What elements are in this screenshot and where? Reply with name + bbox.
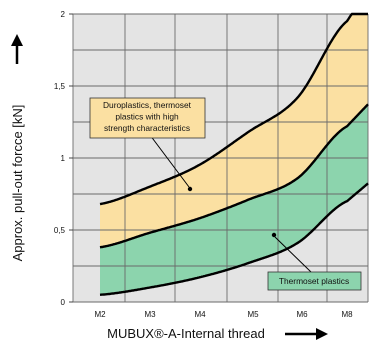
annotations: Duroplastics, thermoset plastics with hig… [89,97,362,291]
x-tick-label: M5 [247,310,259,319]
annotation-box-thermoset [267,271,362,291]
x-tick-label: M2 [94,310,106,319]
x-tick-label: M6 [296,310,308,319]
annotation-leader [274,236,312,273]
annotation-text-thermoset: Thermoset plastics [279,276,349,286]
band-duroplastics [100,14,368,248]
annotation-dot [271,232,277,238]
plot-area: 0 0,5 1 1,5 2 M2 M3 M4 M5 M6 M8 [54,10,369,319]
y-tick-label: 2 [61,10,66,19]
x-axis-label: MUBUX®-A-Internal thread [107,326,265,341]
x-tick-label: M8 [341,310,353,319]
x-axis-arrow-head-icon [316,328,328,340]
y-tick-label: 0 [61,298,66,307]
y-tick-label: 0,5 [54,226,66,235]
annotation-leader [149,134,190,188]
y-tick-label: 1 [61,154,66,163]
band-thermoset [100,104,368,295]
y-axis-label: Approx. pull-out forcce [kN] [10,105,25,262]
annotation-text-duroplastics: strength characteristics [104,123,190,133]
annotation-text-duroplastics: plastics with high [115,112,179,122]
y-tick-label: 1,5 [54,82,66,91]
x-tick-label: M4 [194,310,206,319]
annotation-dot [187,186,193,192]
curve-lower [99,182,369,296]
annotation-box-duroplastics [89,97,206,139]
y-axis-arrow-head-icon [11,34,23,46]
x-tick-label: M3 [144,310,156,319]
axis-labels: Approx. pull-out forcce [kN] MUBUX®-A-In… [10,34,328,341]
annotation-text-duroplastics: Duroplastics, thermoset [103,100,192,110]
curve-middle [99,103,369,249]
curve-upper [99,12,368,206]
